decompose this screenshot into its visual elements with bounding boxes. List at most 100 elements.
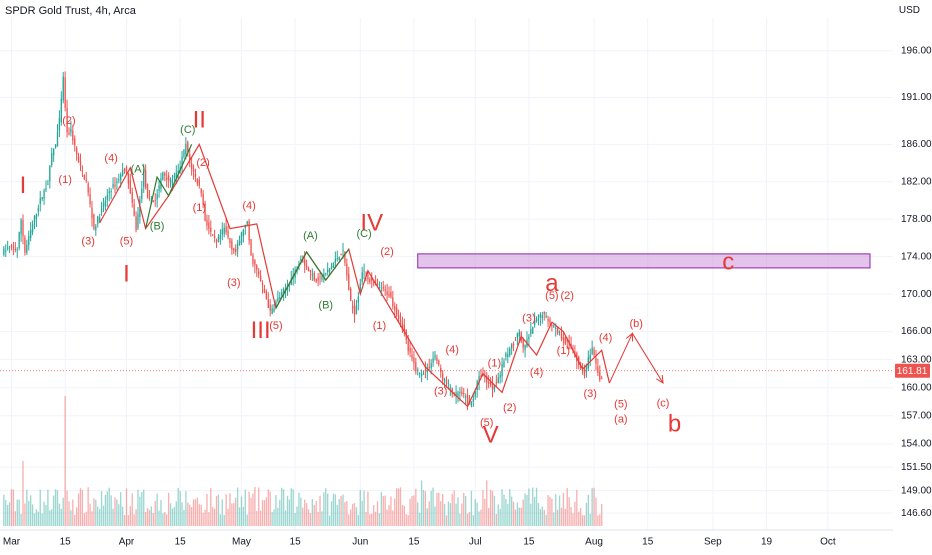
volume-bar-53 (104, 494, 107, 526)
candle-body-60 (118, 179, 120, 181)
last-price-value: 161.81 (897, 366, 928, 377)
candle-body-66 (129, 180, 131, 193)
volume-bar-9 (20, 514, 22, 526)
volume-bar-135 (261, 500, 264, 526)
volume-bar-20 (41, 513, 43, 526)
candle-body-80 (156, 194, 158, 200)
volume-bar-221 (426, 508, 429, 526)
volume-bar-211 (407, 515, 409, 526)
candle-body-190 (367, 274, 369, 280)
candle-body-50 (98, 217, 101, 223)
candle-body-81 (158, 185, 160, 191)
volume-bar-277 (533, 496, 536, 526)
volume-bar-48 (95, 499, 97, 526)
time-tick-13: 19 (761, 537, 773, 548)
candle-body-35 (70, 128, 72, 133)
volume-bar-275 (530, 503, 532, 526)
wave-label-8: c (722, 249, 734, 276)
candle-body-155 (300, 259, 302, 261)
wave-label-2: I (123, 261, 130, 288)
price-axis[interactable]: 196.00 191.00 186.00 182.00 178.00 174.00 170.… (893, 0, 932, 550)
candle-body-219 (422, 373, 425, 375)
candle-body-144 (279, 297, 281, 299)
candle-body-83 (162, 172, 164, 181)
candle-body-96 (187, 142, 189, 152)
candle-body-33 (66, 107, 68, 133)
volume-bar-133 (258, 487, 260, 526)
volume-bar-15 (31, 504, 34, 526)
candle-body-15 (31, 223, 34, 233)
volume-bar-24 (49, 510, 51, 526)
candle-body-111 (215, 240, 218, 242)
volume-bar-186 (359, 490, 361, 526)
candle-body-257 (495, 381, 497, 384)
price-tick-12: 151.50 (901, 462, 932, 473)
volume-bar-107 (208, 512, 210, 526)
time-axis[interactable]: Mar 15 Apr 15 May 15 Jun 15 Jul 15 Aug 15 Sep 19 Oct (0, 529, 932, 550)
volume-bar-222 (428, 501, 430, 526)
volume-bar-194 (374, 511, 377, 526)
volume-bar-245 (472, 515, 474, 526)
candle-body-240 (463, 393, 465, 395)
candle-body-112 (217, 236, 220, 243)
volume-bar-39 (77, 493, 80, 526)
candle-body-13 (28, 235, 30, 246)
volume-bar-16 (33, 513, 36, 526)
candle-body-236 (455, 392, 457, 397)
candle-body-51 (100, 208, 103, 213)
volume-bar-285 (549, 496, 551, 526)
volume-bar-175 (338, 499, 340, 526)
volume-bar-83 (162, 513, 164, 526)
volume-bar-0 (3, 494, 5, 526)
volume-bar-170 (328, 515, 331, 526)
volume-bar-201 (388, 505, 390, 526)
candle-body-138 (267, 299, 269, 308)
volume-bar-202 (390, 496, 392, 526)
candle-body-108 (210, 227, 212, 232)
wave-label-20: (3) (227, 277, 240, 289)
volume-bar-281 (541, 506, 543, 526)
volume-bar-145 (281, 487, 283, 526)
candle-body-118 (229, 238, 231, 244)
candle-body-267 (514, 339, 517, 341)
currency-label: USD (898, 5, 920, 16)
volume-bar-91 (177, 487, 179, 526)
volume-bar-253 (487, 507, 490, 526)
volume-bar-127 (246, 514, 248, 526)
volume-bar-171 (330, 501, 333, 526)
volume-bar-114 (221, 499, 223, 526)
candle-body-131 (254, 260, 256, 266)
volume-bar-199 (384, 495, 386, 526)
volume-bar-153 (296, 506, 298, 526)
volume-bar-272 (524, 493, 526, 526)
wave-label-27: (4) (446, 344, 459, 356)
volume-bar-206 (397, 488, 400, 526)
candle-body-269 (518, 331, 520, 337)
volume-bar-198 (382, 496, 384, 526)
candle-body-176 (340, 253, 342, 256)
wave-label-7: b (668, 411, 681, 438)
candle-body-141 (273, 308, 275, 312)
candle-body-184 (355, 305, 358, 314)
candle-body-7 (16, 249, 18, 251)
volume-bar-309 (595, 497, 597, 526)
candle-body-137 (265, 291, 268, 300)
candle-body-266 (512, 344, 515, 346)
volume-bar-267 (514, 509, 517, 526)
volume-bar-75 (146, 508, 149, 526)
volume-bar-266 (512, 501, 515, 526)
candle-body-211 (407, 341, 409, 352)
candle-body-212 (409, 347, 411, 353)
wave-label-40: (a) (614, 413, 627, 425)
time-axis-bg (0, 530, 932, 550)
candle-body-169 (327, 269, 329, 273)
volume-bar-14 (29, 495, 32, 526)
volume-bar-27 (54, 489, 57, 526)
candle-body-142 (275, 301, 277, 307)
candle-body-171 (330, 266, 333, 269)
candle-body-65 (127, 173, 130, 184)
candle-body-196 (378, 286, 381, 288)
volume-bar-38 (75, 507, 78, 526)
volume-bar-79 (154, 500, 156, 526)
